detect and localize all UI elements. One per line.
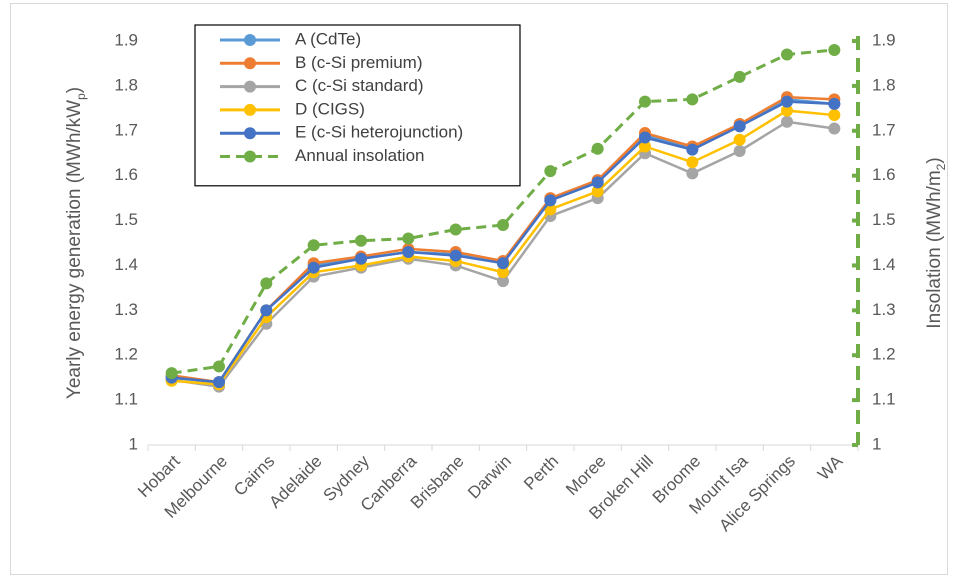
data-point bbox=[213, 360, 225, 373]
y2-tick-label: 1.1 bbox=[872, 390, 896, 409]
data-point bbox=[733, 70, 746, 83]
data-point bbox=[591, 176, 604, 189]
legend-marker bbox=[244, 127, 256, 140]
data-point bbox=[733, 120, 746, 133]
y2-tick-label: 1.4 bbox=[872, 255, 896, 274]
y2-tick-label: 1.7 bbox=[872, 120, 896, 139]
data-point bbox=[781, 48, 793, 61]
data-point bbox=[686, 167, 699, 180]
data-point bbox=[828, 97, 841, 110]
y-tick-label: 1.6 bbox=[114, 165, 138, 184]
legend-label: E (c-Si heterojunction) bbox=[295, 123, 463, 142]
y2-tick-label: 1.6 bbox=[872, 165, 896, 184]
data-point bbox=[402, 232, 415, 245]
data-point bbox=[355, 252, 367, 265]
legend-marker bbox=[244, 103, 256, 116]
data-point bbox=[165, 367, 178, 380]
legend-marker bbox=[244, 80, 256, 93]
y2-tick-label: 1.2 bbox=[872, 345, 896, 364]
data-point bbox=[686, 143, 699, 156]
data-point bbox=[828, 122, 841, 135]
y2-tick-label: 1.3 bbox=[872, 300, 896, 319]
legend-marker bbox=[244, 150, 256, 163]
data-point bbox=[828, 109, 841, 122]
y-tick-label: 1.5 bbox=[114, 210, 138, 229]
y2-axis-label: Insolation (MWh/m2) bbox=[924, 157, 948, 328]
data-point bbox=[544, 165, 557, 178]
legend-marker bbox=[244, 34, 256, 46]
y-tick-label: 1.8 bbox=[114, 75, 138, 94]
data-point bbox=[686, 93, 699, 106]
y-tick-label: 1.9 bbox=[114, 30, 138, 49]
y2-tick-label: 1.8 bbox=[872, 75, 896, 94]
data-point bbox=[449, 249, 462, 262]
data-point bbox=[449, 223, 462, 236]
data-point bbox=[639, 131, 651, 144]
y-axis-label-part: ) bbox=[64, 87, 85, 93]
data-point bbox=[781, 104, 793, 117]
data-point bbox=[639, 95, 651, 108]
data-point bbox=[307, 261, 320, 274]
legend-label: A (CdTe) bbox=[295, 29, 361, 48]
data-point bbox=[828, 43, 841, 56]
series-line bbox=[171, 48, 835, 375]
data-point bbox=[544, 194, 557, 207]
y-axis-label-part: Yearly energy generation (MWh/kW bbox=[64, 100, 85, 399]
data-point bbox=[213, 376, 225, 389]
data-point bbox=[497, 266, 509, 279]
data-point bbox=[497, 257, 509, 270]
data-point bbox=[781, 95, 793, 108]
y2-axis-label-part: 2 bbox=[934, 163, 948, 170]
y-tick-label: 1.4 bbox=[114, 255, 138, 274]
y2-axis-label-part: Insolation (MWh/m bbox=[924, 170, 945, 328]
y-axis-label-part: p bbox=[74, 93, 88, 100]
data-point bbox=[260, 277, 273, 290]
data-point bbox=[497, 275, 509, 288]
y-tick-label: 1.2 bbox=[114, 345, 138, 364]
data-point bbox=[781, 115, 793, 128]
data-point bbox=[591, 142, 604, 155]
data-point bbox=[591, 185, 604, 198]
legend-label: D (CIGS) bbox=[295, 99, 365, 118]
y2-tick-label: 1.9 bbox=[872, 30, 896, 49]
y-tick-label: 1 bbox=[129, 434, 138, 453]
data-point bbox=[307, 239, 320, 252]
legend-marker bbox=[244, 57, 256, 70]
data-point bbox=[497, 219, 509, 232]
y2-tick-label: 1.5 bbox=[872, 210, 896, 229]
y-tick-label: 1.7 bbox=[114, 120, 138, 139]
legend-label: Annual insolation bbox=[295, 146, 424, 165]
data-point bbox=[402, 245, 415, 258]
y2-tick-label: 1 bbox=[872, 434, 881, 453]
y-tick-label: 1.3 bbox=[114, 300, 138, 319]
data-point bbox=[355, 234, 367, 247]
data-point bbox=[686, 156, 699, 169]
y2-axis-label-part: ) bbox=[924, 157, 945, 163]
data-point bbox=[639, 140, 651, 153]
legend-label: B (c-Si premium) bbox=[295, 53, 423, 72]
legend-label: C (c-Si standard) bbox=[295, 76, 423, 95]
y-axis-label: Yearly energy generation (MWh/kWp) bbox=[64, 87, 88, 399]
y-tick-label: 1.1 bbox=[114, 390, 138, 409]
data-point bbox=[260, 304, 273, 317]
data-point bbox=[733, 144, 746, 157]
data-point bbox=[733, 133, 746, 146]
